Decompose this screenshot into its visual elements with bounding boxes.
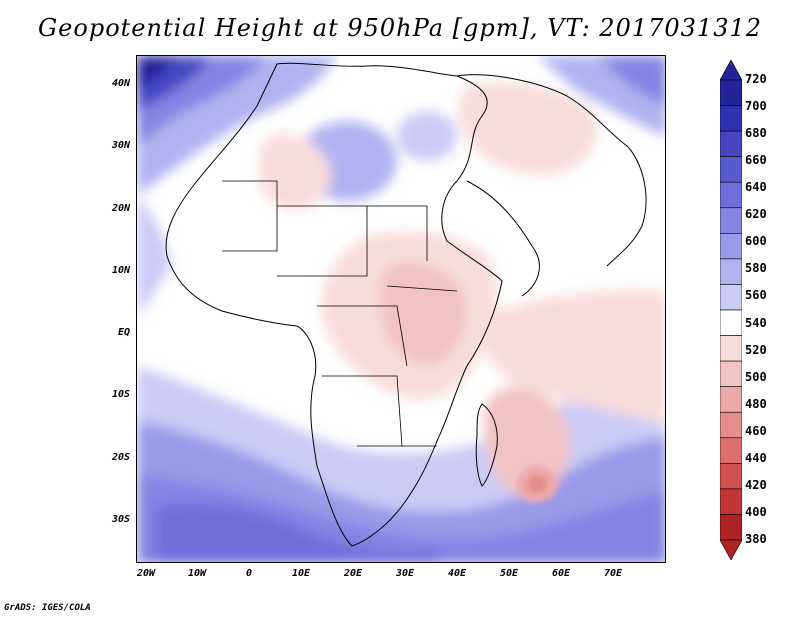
africa-coast bbox=[165, 62, 503, 547]
chart-title: Geopotential Height at 950hPa [gpm], VT:… bbox=[38, 14, 762, 42]
colorbar-swatch bbox=[720, 437, 742, 464]
colorbar-tick-label: 420 bbox=[745, 477, 767, 492]
colorbar-tick-label: 540 bbox=[745, 315, 767, 330]
colorbar-swatch bbox=[720, 335, 742, 362]
lon-label: 20W bbox=[136, 568, 156, 579]
colorbar-tick-label: 700 bbox=[745, 99, 767, 114]
border-1 bbox=[222, 180, 278, 252]
field-libya-560 bbox=[397, 111, 457, 161]
border-2 bbox=[277, 205, 368, 277]
lon-label: 40E bbox=[447, 568, 467, 579]
lon-label: 50E bbox=[499, 568, 519, 579]
border-3 bbox=[367, 205, 428, 261]
colorbar-tick-label: 640 bbox=[745, 180, 767, 195]
field-madagascar-460 bbox=[527, 475, 547, 493]
colorbar-swatch bbox=[720, 130, 742, 157]
colorbar-tick-label: 380 bbox=[745, 532, 767, 546]
lat-label: 30N bbox=[111, 140, 130, 151]
lat-label: 10S bbox=[111, 389, 130, 400]
colorbar-swatch bbox=[720, 463, 742, 490]
asia-coast bbox=[456, 74, 647, 267]
border-7 bbox=[386, 285, 458, 292]
colorbar-swatch bbox=[720, 156, 742, 183]
colorbar-swatch bbox=[720, 181, 742, 209]
colorbar-swatch bbox=[720, 258, 742, 285]
colorbar-top-arrow bbox=[720, 60, 742, 81]
lon-label: 30E bbox=[395, 568, 415, 579]
colorbar-swatch bbox=[720, 79, 742, 106]
lat-label: EQ bbox=[117, 327, 130, 338]
field-720-north bbox=[137, 56, 177, 91]
colorbar-tick-label: 520 bbox=[745, 342, 767, 357]
colorbar-tick-label: 580 bbox=[745, 261, 767, 276]
field-indian-ocean-520 bbox=[481, 289, 665, 426]
colorbar-tick-label: 480 bbox=[745, 396, 767, 411]
lon-label: 70E bbox=[603, 568, 623, 579]
lat-label: 30S bbox=[111, 514, 130, 525]
lon-label: 20E bbox=[343, 568, 363, 579]
lon-label: 60E bbox=[551, 568, 571, 579]
madagascar-coast bbox=[475, 403, 498, 487]
colorbar-swatch bbox=[720, 514, 742, 541]
colorbar-tick-label: 400 bbox=[745, 504, 767, 519]
colorbar-swatch bbox=[720, 105, 742, 132]
lat-label: 20N bbox=[111, 203, 130, 214]
colorbar-swatch bbox=[720, 488, 742, 515]
arabia-coast bbox=[466, 180, 540, 297]
country-borders bbox=[222, 180, 458, 447]
colorbar-tick-label: 720 bbox=[745, 72, 767, 86]
colorbar-tick-label: 440 bbox=[745, 450, 767, 465]
map-panel bbox=[136, 55, 666, 563]
lon-label: 10E bbox=[291, 568, 311, 579]
field-500-center bbox=[379, 262, 466, 365]
colorbar-tick-label: 460 bbox=[745, 423, 767, 438]
field-mideast-520 bbox=[458, 82, 598, 175]
field-640-south bbox=[157, 503, 437, 562]
lon-label: 0 bbox=[245, 568, 253, 579]
colorbar-tick-label: 680 bbox=[745, 126, 767, 141]
coastlines bbox=[165, 62, 647, 547]
field-west-560 bbox=[137, 196, 172, 316]
colorbar-swatch bbox=[720, 386, 742, 413]
colorbar-swatch bbox=[720, 233, 742, 260]
colorbar-tick-label: 620 bbox=[745, 207, 767, 222]
colorbar-tick-label: 500 bbox=[745, 369, 767, 384]
colorbar-swatch bbox=[720, 411, 742, 439]
colorbar-swatch bbox=[720, 207, 742, 234]
lat-label: 20S bbox=[111, 452, 130, 463]
border-4 bbox=[317, 305, 408, 367]
field-ne-620 bbox=[597, 56, 665, 106]
colorbar-swatch bbox=[720, 360, 742, 387]
colorbar-swatch bbox=[720, 309, 742, 336]
border-5 bbox=[322, 375, 403, 447]
lat-label: 40N bbox=[111, 78, 130, 89]
map-svg bbox=[137, 56, 665, 562]
colorbar-tick-label: 600 bbox=[745, 234, 767, 249]
colorbar-bottom-arrow bbox=[720, 539, 742, 560]
colorbar-tick-label: 560 bbox=[745, 288, 767, 303]
colorbar-swatch bbox=[720, 284, 742, 311]
lon-label: 10W bbox=[187, 568, 207, 579]
colorbar bbox=[720, 60, 742, 560]
credit-text: GrADS: IGES/COLA bbox=[4, 603, 91, 613]
colorbar-tick-label: 660 bbox=[745, 153, 767, 168]
lat-label: 10N bbox=[111, 265, 130, 276]
